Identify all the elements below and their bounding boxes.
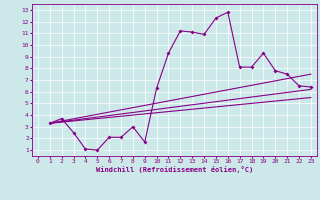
X-axis label: Windchill (Refroidissement éolien,°C): Windchill (Refroidissement éolien,°C) <box>96 166 253 173</box>
